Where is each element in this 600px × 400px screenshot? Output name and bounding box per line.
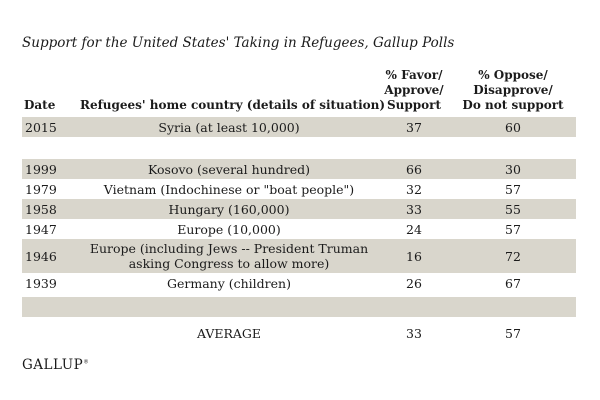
registered-mark-icon: ®	[83, 359, 89, 366]
polls-table: Date Refugees' home country (details of …	[22, 68, 576, 345]
cell-oppose: 72	[505, 248, 521, 264]
spacer-row	[22, 295, 576, 317]
column-header-date: Date	[24, 98, 56, 112]
table-row: 1999 Kosovo (several hundred) 66 30	[22, 159, 576, 179]
cell-country: Kosovo (several hundred)	[148, 161, 310, 177]
cell-country: AVERAGE	[196, 325, 262, 341]
column-header-favor: % Favor/ Approve/ Support	[384, 68, 444, 112]
cell-favor: 33	[406, 325, 422, 341]
page-title: Support for the United States' Taking in…	[22, 35, 455, 51]
gallup-logo-text: GALLUP	[22, 357, 84, 373]
cell-date: 1947	[25, 221, 57, 237]
gallup-logo: GALLUP®	[22, 357, 600, 373]
table-row: 1939 Germany (children) 26 67	[22, 273, 576, 295]
cell-date: 1958	[25, 201, 57, 217]
cell-favor: 32	[406, 181, 422, 197]
cell-oppose: 60	[505, 119, 521, 135]
table-row: 2015 Syria (at least 10,000) 37 60	[22, 117, 576, 137]
cell-date: 2015	[25, 119, 57, 135]
cell-oppose: 55	[505, 201, 521, 217]
table-row: 1946 Europe (including Jews -- President…	[22, 239, 576, 273]
cell-country: Vietnam (Indochinese or "boat people")	[103, 181, 355, 197]
cell-date: 1979	[25, 181, 57, 197]
column-header-oppose: % Oppose/ Disapprove/ Do not support	[462, 68, 564, 112]
table-row: 1947 Europe (10,000) 24 57	[22, 219, 576, 239]
cell-favor: 66	[406, 161, 422, 177]
cell-oppose: 57	[505, 221, 521, 237]
cell-favor: 16	[406, 248, 422, 264]
cell-date: 1946	[25, 248, 57, 264]
spacer-cell	[22, 295, 576, 317]
cell-country: Europe (10,000)	[177, 221, 281, 237]
table-row: AVERAGE 33 57	[22, 317, 576, 345]
cell-country: Europe (including Jews -- President Trum…	[89, 241, 369, 271]
table-row: 1979 Vietnam (Indochinese or "boat peopl…	[22, 179, 576, 199]
cell-country: Syria (at least 10,000)	[158, 119, 300, 135]
header-row: Date Refugees' home country (details of …	[22, 68, 576, 117]
cell-country: Germany (children)	[167, 275, 291, 291]
column-header-country: Refugees' home country (details of situa…	[80, 98, 386, 112]
cell-favor: 24	[406, 221, 422, 237]
cell-favor: 37	[406, 119, 422, 135]
cell-oppose: 30	[505, 161, 521, 177]
cell-favor: 33	[406, 201, 422, 217]
cell-oppose: 67	[505, 275, 521, 291]
cell-oppose: 57	[505, 325, 521, 341]
cell-country: Hungary (160,000)	[168, 201, 290, 217]
cell-oppose: 57	[505, 181, 521, 197]
spacer-cell	[22, 137, 576, 159]
cell-date: 1999	[25, 161, 57, 177]
table-row: 1958 Hungary (160,000) 33 55	[22, 199, 576, 219]
spacer-row	[22, 137, 576, 159]
cell-date	[22, 317, 80, 345]
cell-favor: 26	[406, 275, 422, 291]
table-body: 2015 Syria (at least 10,000) 37 60 1999 …	[22, 117, 576, 345]
cell-date: 1939	[25, 275, 57, 291]
